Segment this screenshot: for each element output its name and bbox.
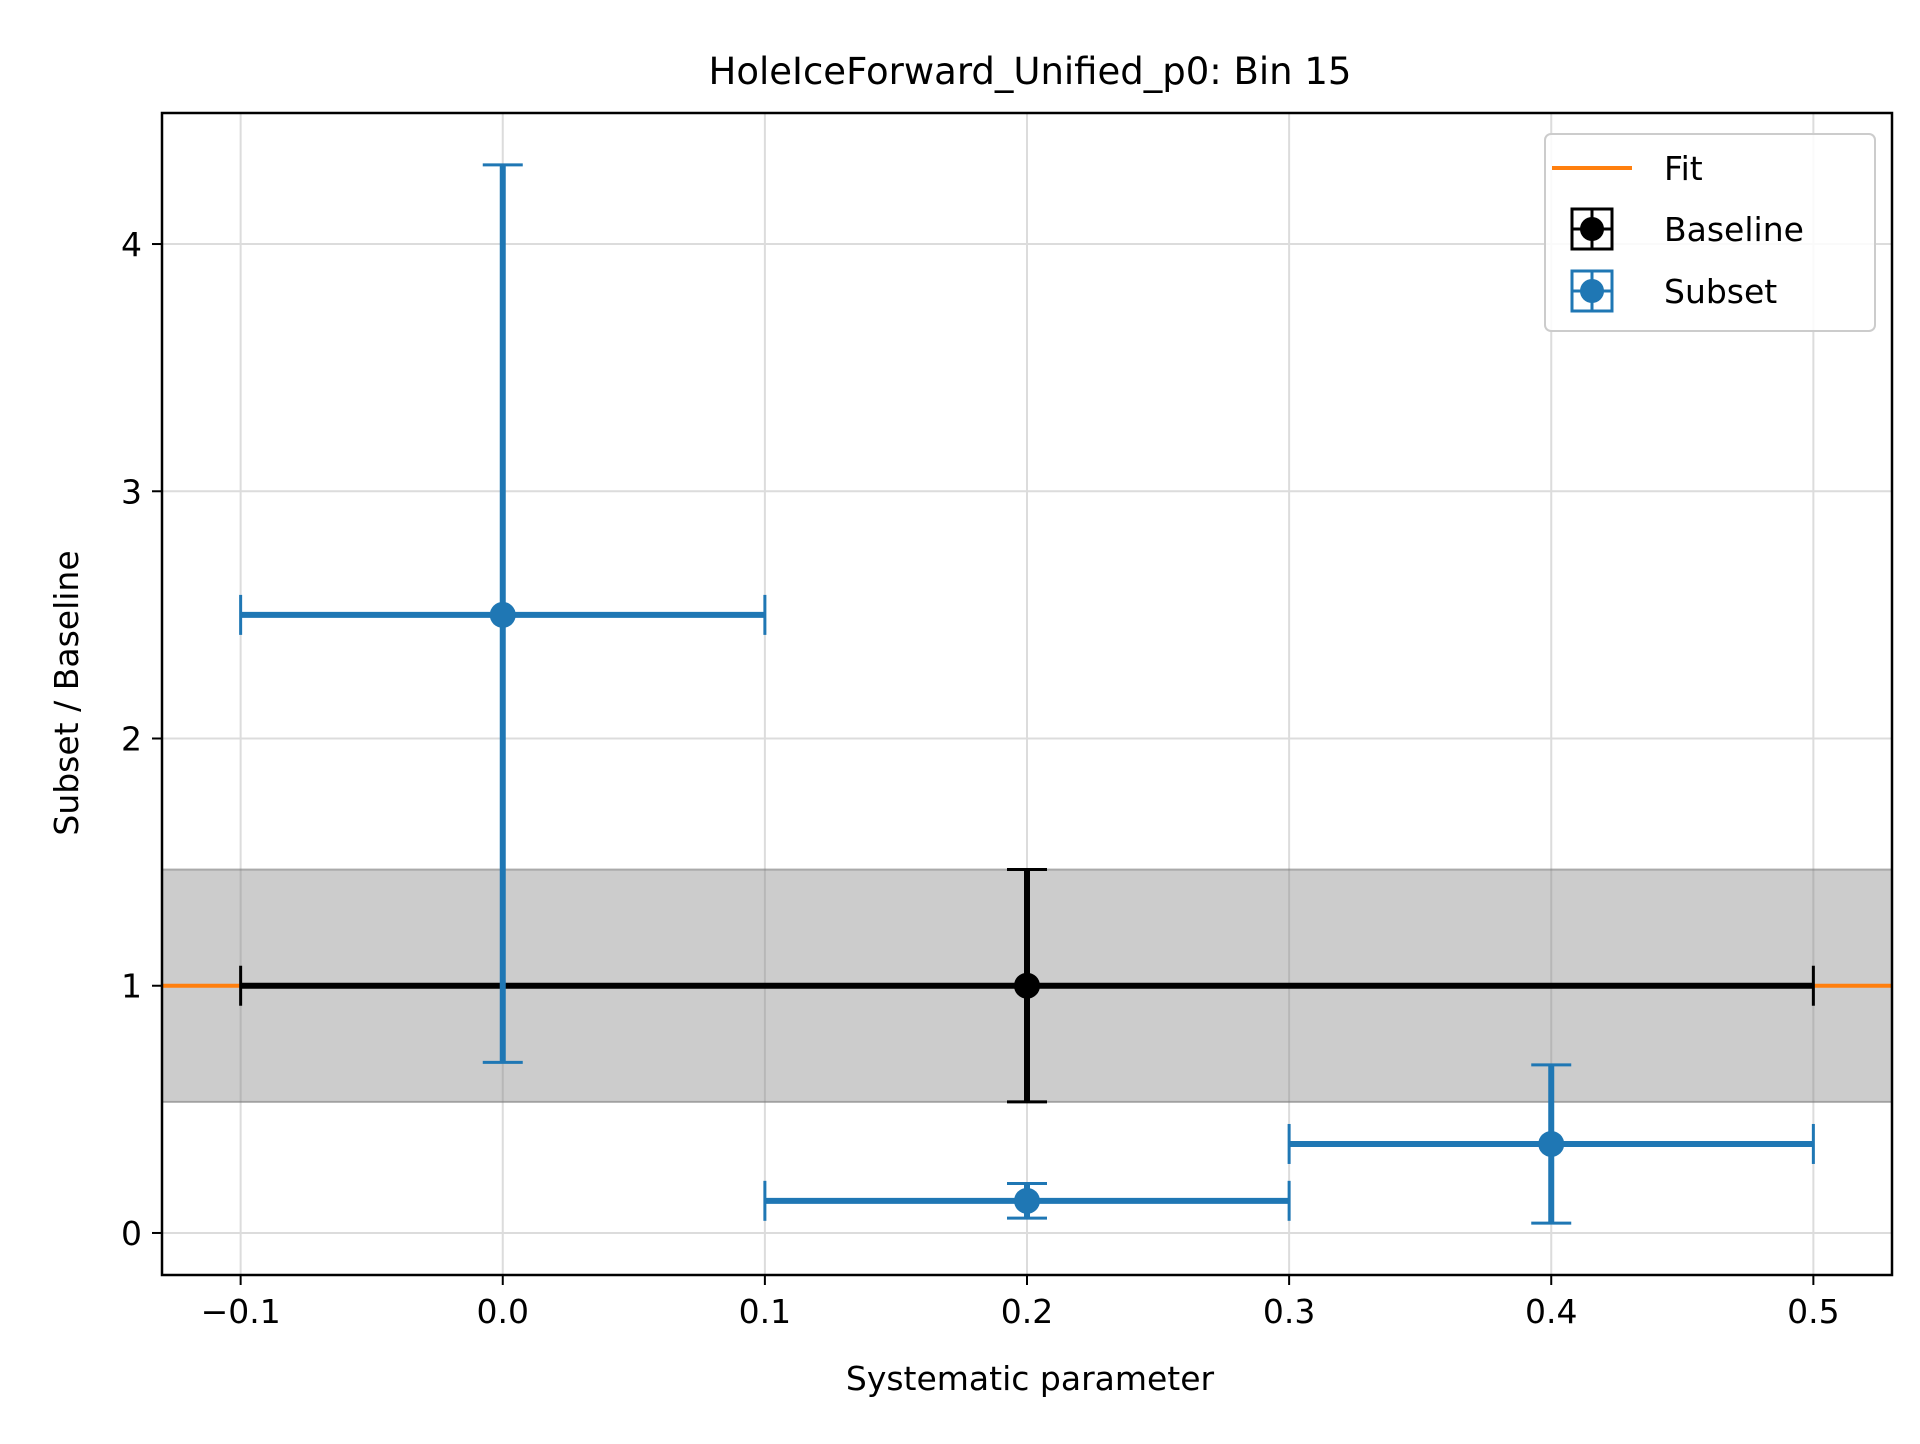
y-tick-label: 2: [121, 720, 142, 759]
chart-title: HoleIceForward_Unified_p0: Bin 15: [709, 50, 1352, 93]
x-tick-label: 0.1: [739, 1292, 791, 1331]
legend-box: [1544, 133, 1876, 332]
y-tick-label: 1: [121, 967, 142, 1006]
legend-swatch-marker: [1580, 279, 1604, 303]
legend-subset-swatch: [1570, 269, 1614, 313]
x-tick-label: 0.3: [1263, 1292, 1315, 1331]
tick-marks-group: −0.1 0.0 0.1 0.2 0.3 0.4 0.5 0 1 2 3 4: [121, 225, 1840, 1331]
y-axis-label: Subset / Baseline: [47, 550, 86, 835]
x-tick-label: 0.5: [1787, 1292, 1839, 1331]
subset-marker: [1014, 1187, 1040, 1214]
y-tick-label: 0: [121, 1214, 142, 1253]
subset-marker: [489, 601, 516, 628]
y-tick-label: 4: [121, 225, 142, 264]
x-axis-label: Systematic parameter: [846, 1359, 1215, 1398]
x-tick-label: 0.0: [477, 1292, 529, 1331]
x-tick-label: 0.4: [1525, 1292, 1577, 1331]
baseline-marker: [1014, 972, 1040, 999]
x-tick-label: 0.2: [1001, 1292, 1053, 1331]
subset-point-group: [239, 163, 767, 1064]
legend-baseline-swatch: [1570, 207, 1614, 251]
legend-label-fit: Fit: [1664, 149, 1703, 188]
data-points-group: [239, 163, 1815, 1225]
legend-label-subset: Subset: [1664, 272, 1777, 311]
subset-point-group: [763, 1180, 1291, 1221]
subset-marker: [1538, 1130, 1565, 1157]
x-tick-label: −0.1: [201, 1292, 281, 1331]
y-tick-label: 3: [121, 472, 142, 511]
legend-swatch-marker: [1580, 217, 1604, 241]
legend: Fit Baseline Subset: [1544, 133, 1876, 332]
subset-point-group: [1287, 1063, 1815, 1225]
legend-label-baseline: Baseline: [1664, 210, 1804, 249]
